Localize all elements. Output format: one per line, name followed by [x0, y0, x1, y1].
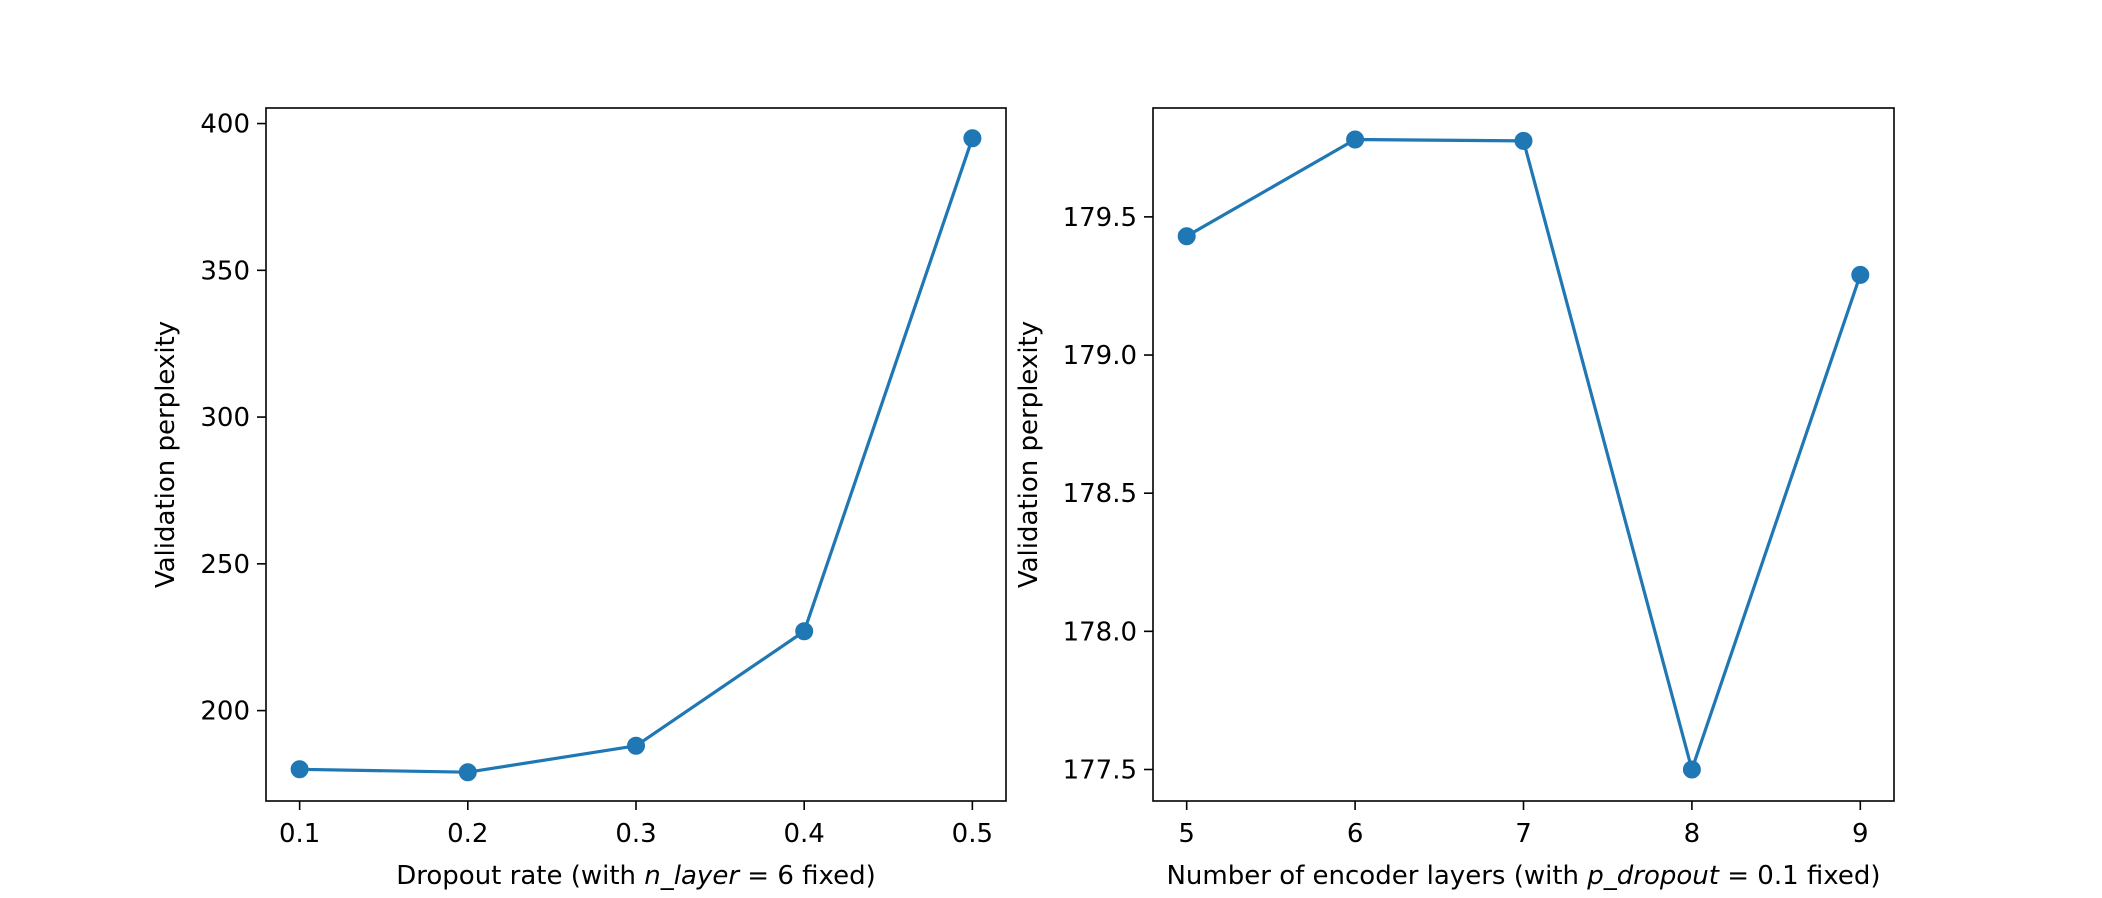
chart-1-x-tick-label: 6	[1347, 819, 1364, 849]
chart-0-x-tick-label: 0.2	[447, 819, 488, 849]
chart-1-x-axis-label-variable: p_dropout	[1586, 861, 1719, 891]
chart-0-data-point	[627, 736, 645, 755]
chart-1-x-axis-label-suffix: = 0.1 fixed)	[1719, 861, 1881, 891]
chart-1-x-axis-label-prefix: Number of encoder layers (with	[1166, 861, 1587, 891]
chart-0-data-point	[290, 760, 309, 779]
chart-1-series-line	[1184, 137, 1863, 772]
chart-1-x-tick-label: 9	[1852, 819, 1869, 849]
chart-1-y-tick-label: 177.5	[1063, 756, 1137, 786]
chart-0-y-tick-label: 400	[200, 110, 250, 140]
chart-1-x-tick-label: 8	[1684, 819, 1701, 849]
chart-1-data-point	[1346, 130, 1365, 149]
chart-1-data-point	[1514, 131, 1533, 150]
chart-0-x-axis-label-suffix: = 6 fixed)	[739, 861, 876, 891]
chart-0-x-axis-label-variable: n_layer	[644, 861, 741, 891]
chart-0-series-line	[297, 136, 975, 774]
chart-1-x-tick-label: 5	[1178, 819, 1195, 849]
chart-1-y-tick-label: 179.5	[1063, 203, 1137, 233]
chart-0-data-point	[795, 622, 814, 641]
chart-1-axes-frame	[1152, 107, 1895, 802]
chart-dropout-rate: 0.1 0.2 0.3 0.4 0.5 200 250 300 350 400 Dropout ra…	[151, 107, 1007, 891]
chart-1-data-point	[1682, 760, 1701, 779]
chart-1-y-axis-label: Validation perplexity	[1014, 321, 1044, 588]
chart-0-data-point	[458, 763, 477, 782]
chart-0-y-tick-label: 350	[200, 256, 250, 286]
chart-1-x-axis-label: Number of encoder layers (with p_dropout…	[1166, 861, 1880, 891]
chart-1-y-tick-label: 178.5	[1063, 479, 1137, 509]
chart-0-x-axis-label-prefix: Dropout rate (with	[396, 861, 644, 891]
chart-0-y-tick-label: 300	[200, 403, 250, 433]
chart-1-data-point	[1851, 265, 1870, 284]
chart-0-x-tick-label: 0.1	[279, 819, 320, 849]
chart-encoder-layers: 5 6 7 8 9 177.5 178.0 178.5 179.0 179.5 Number of …	[1014, 107, 1895, 891]
chart-0-x-tick-label: 0.3	[615, 819, 656, 849]
chart-0-x-tick-label: 0.4	[784, 819, 825, 849]
chart-0-y-tick-label: 200	[200, 697, 250, 727]
chart-0-x-axis-label: Dropout rate (with n_layer = 6 fixed)	[396, 861, 876, 891]
chart-0-y-tick-label: 250	[200, 550, 250, 580]
chart-0-axes-frame	[265, 107, 1007, 802]
chart-0-data-point	[963, 129, 982, 148]
chart-1-y-tick-label: 179.0	[1063, 341, 1137, 371]
chart-0-x-tick-label: 0.5	[952, 819, 993, 849]
chart-1-data-point	[1177, 227, 1196, 246]
chart-1-x-tick-label: 7	[1515, 819, 1532, 849]
chart-1-y-tick-label: 178.0	[1063, 617, 1137, 647]
chart-0-y-axis-label: Validation perplexity	[151, 321, 181, 588]
